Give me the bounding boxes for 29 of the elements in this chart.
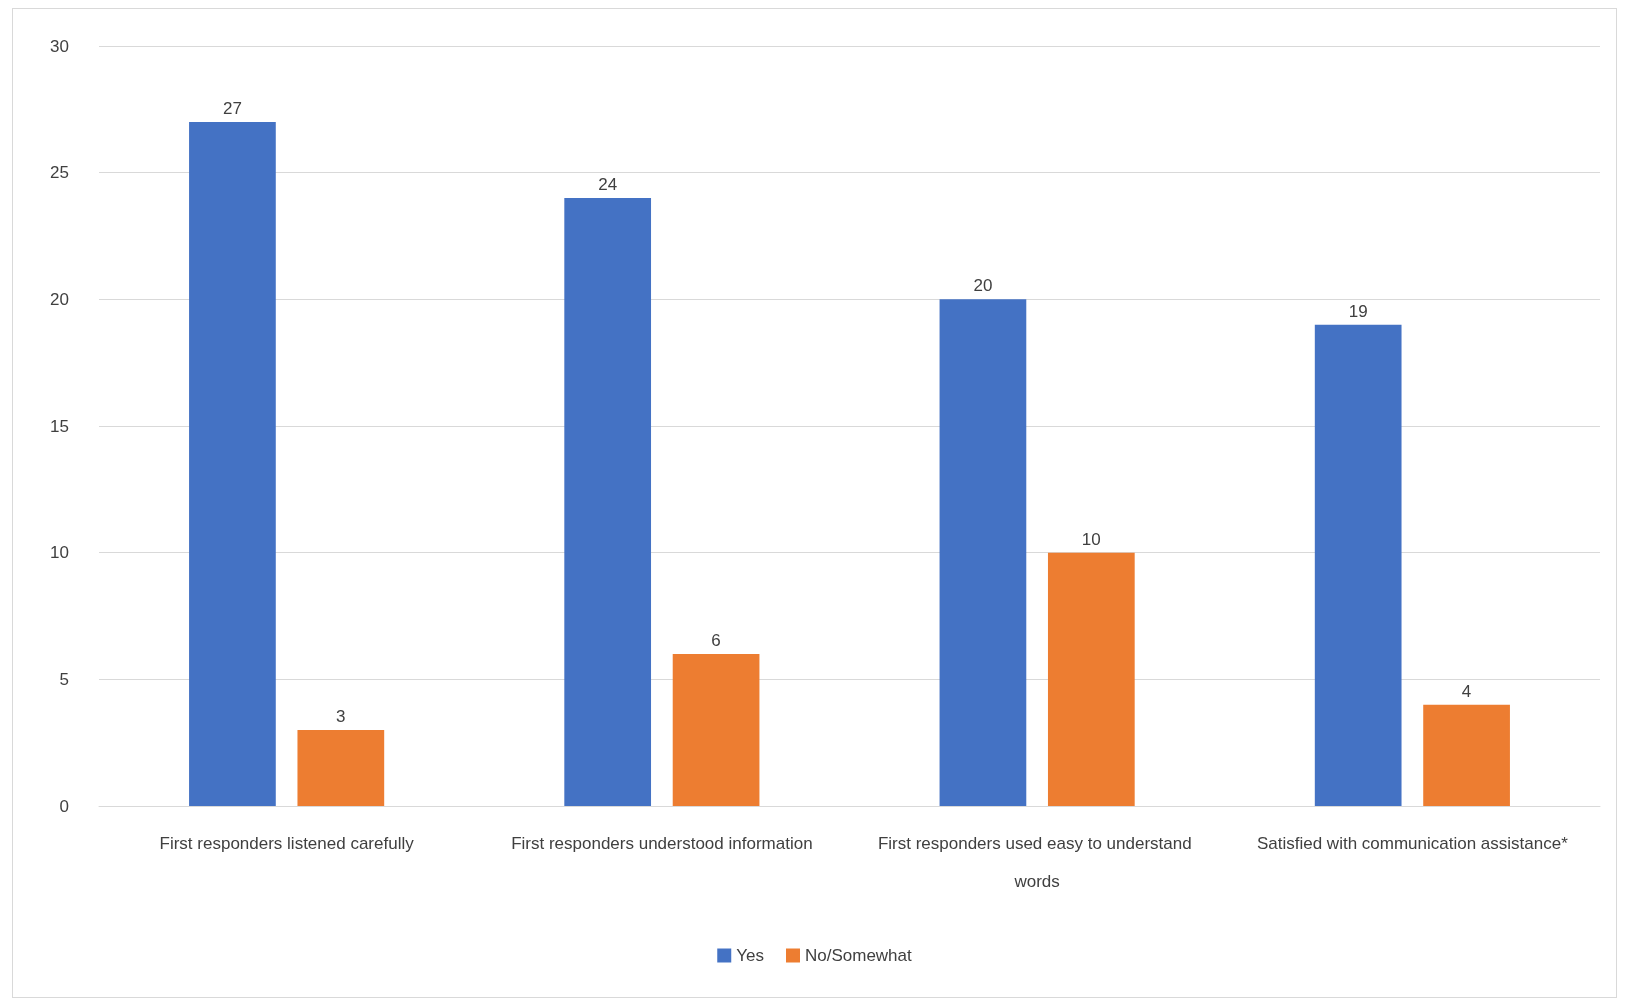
bar [189,122,276,806]
y-tick-label: 0 [59,796,69,816]
legend-label: Yes [736,946,764,965]
data-label: 24 [598,175,618,194]
bar [564,198,652,806]
data-label: 27 [222,99,242,118]
bar [297,730,385,806]
data-label: 4 [1461,681,1472,701]
bar [1047,552,1135,806]
y-tick-label: 15 [50,416,69,436]
y-tick-label: 10 [50,543,69,563]
data-label: 3 [336,707,346,726]
x-tick-label: First responders used easy to understand words [877,833,1197,891]
legend-label: No/Somewhat [804,946,913,965]
bar [1314,324,1402,806]
x-tick-label: Satisfied with communication assistance* [1256,833,1569,853]
bar [672,654,760,806]
y-tick-label: 5 [59,669,69,689]
data-label: 10 [1081,529,1101,549]
data-label: 20 [973,276,993,296]
x-tick-label: First responders understood information [511,833,813,853]
y-tick-label: 20 [50,289,69,309]
data-label: 19 [1348,301,1368,321]
bar [1423,704,1510,806]
y-tick-label: 30 [50,36,69,56]
data-label: 6 [711,631,721,650]
x-tick-label: First responders listened carefully [159,833,415,853]
y-tick-label: 25 [50,163,69,183]
bar [939,299,1027,806]
